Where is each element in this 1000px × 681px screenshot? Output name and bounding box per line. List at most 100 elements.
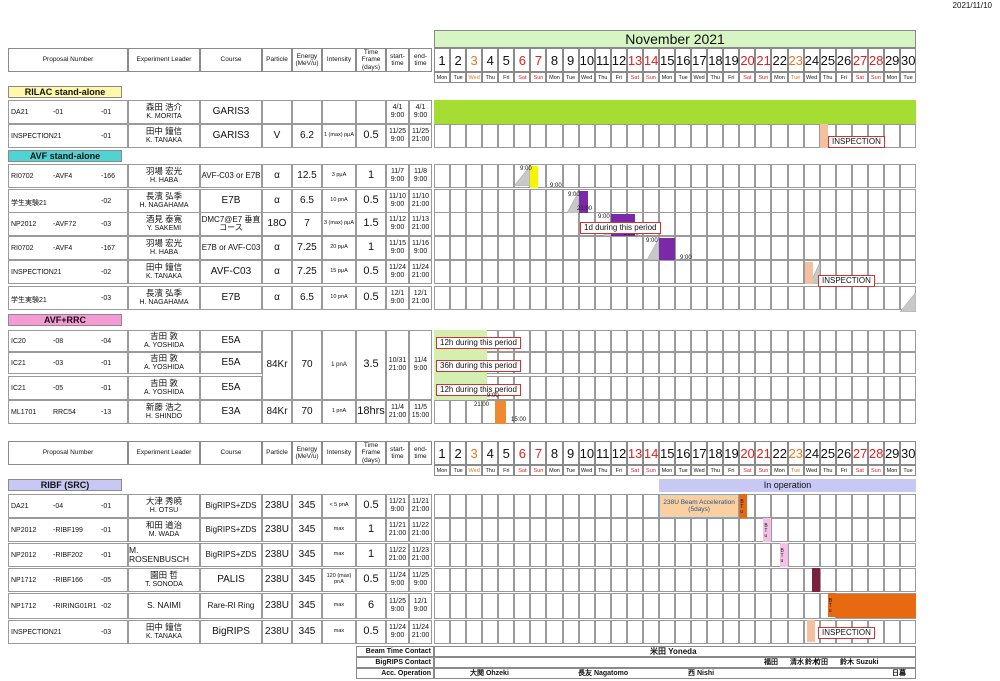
calendar-cell[interactable] <box>658 543 676 567</box>
calendar-cell[interactable] <box>723 236 740 260</box>
avf-bar-2[interactable] <box>578 191 589 213</box>
calendar-cell[interactable] <box>883 330 901 352</box>
ribf-bar-4[interactable] <box>827 593 836 617</box>
calendar-cell[interactable] <box>739 164 756 188</box>
calendar-cell[interactable] <box>578 236 595 260</box>
calendar-cell[interactable] <box>530 494 547 518</box>
calendar-cell[interactable] <box>482 189 499 213</box>
calendar-cell[interactable] <box>675 212 692 236</box>
calendar-cell[interactable] <box>562 568 579 592</box>
calendar-cell[interactable] <box>787 518 804 542</box>
calendar-cell[interactable] <box>434 400 451 424</box>
calendar-cell[interactable] <box>546 286 563 310</box>
calendar-cell[interactable] <box>514 568 531 592</box>
calendar-cell[interactable] <box>883 620 901 644</box>
calendar-cell[interactable] <box>610 236 627 260</box>
calendar-cell[interactable] <box>514 494 531 518</box>
calendar-cell[interactable] <box>466 124 483 148</box>
calendar-cell[interactable] <box>482 518 499 542</box>
calendar-cell[interactable] <box>803 189 820 213</box>
calendar-cell[interactable] <box>883 568 901 592</box>
calendar-cell[interactable] <box>723 400 740 424</box>
calendar-cell[interactable] <box>707 400 724 424</box>
calendar-cell[interactable] <box>787 286 804 310</box>
calendar-cell[interactable] <box>498 189 515 213</box>
calendar-cell[interactable] <box>482 543 499 567</box>
calendar-cell[interactable] <box>530 260 547 284</box>
calendar-cell[interactable] <box>707 286 724 310</box>
calendar-cell[interactable] <box>594 518 611 542</box>
calendar-cell[interactable] <box>787 124 804 148</box>
calendar-cell[interactable] <box>530 568 547 592</box>
calendar-cell[interactable] <box>787 376 804 400</box>
calendar-cell[interactable] <box>546 543 563 567</box>
calendar-cell[interactable] <box>803 330 820 352</box>
calendar-cell[interactable] <box>658 260 676 284</box>
calendar-cell[interactable] <box>819 212 836 236</box>
calendar-cell[interactable] <box>450 620 467 644</box>
calendar-cell[interactable] <box>434 568 451 592</box>
calendar-cell[interactable] <box>530 189 547 213</box>
calendar-cell[interactable] <box>691 518 708 542</box>
calendar-cell[interactable] <box>530 400 547 424</box>
calendar-cell[interactable] <box>642 376 659 400</box>
calendar-cell[interactable] <box>900 543 917 567</box>
calendar-cell[interactable] <box>739 330 756 352</box>
calendar-cell[interactable] <box>450 236 467 260</box>
calendar-cell[interactable] <box>900 376 917 400</box>
calendar-cell[interactable] <box>787 400 804 424</box>
calendar-cell[interactable] <box>707 236 724 260</box>
calendar-cell[interactable] <box>867 568 884 592</box>
calendar-cell[interactable] <box>819 568 836 592</box>
calendar-cell[interactable] <box>851 568 868 592</box>
calendar-cell[interactable] <box>466 189 483 213</box>
calendar-cell[interactable] <box>900 212 917 236</box>
calendar-cell[interactable] <box>707 568 724 592</box>
calendar-cell[interactable] <box>466 164 483 188</box>
calendar-cell[interactable] <box>562 543 579 567</box>
calendar-cell[interactable] <box>610 518 627 542</box>
calendar-cell[interactable] <box>434 494 451 518</box>
calendar-cell[interactable] <box>530 518 547 542</box>
calendar-cell[interactable] <box>787 330 804 352</box>
calendar-cell[interactable] <box>755 400 772 424</box>
calendar-cell[interactable] <box>867 189 884 213</box>
calendar-cell[interactable] <box>610 593 627 619</box>
calendar-cell[interactable] <box>675 236 692 260</box>
calendar-cell[interactable] <box>867 164 884 188</box>
calendar-cell[interactable] <box>851 400 868 424</box>
calendar-cell[interactable] <box>900 189 917 213</box>
calendar-cell[interactable] <box>755 164 772 188</box>
calendar-cell[interactable] <box>546 164 563 188</box>
calendar-cell[interactable] <box>691 212 708 236</box>
calendar-cell[interactable] <box>755 124 772 148</box>
calendar-cell[interactable] <box>771 518 788 542</box>
calendar-cell[interactable] <box>546 236 563 260</box>
calendar-cell[interactable] <box>707 330 724 352</box>
calendar-cell[interactable] <box>530 620 547 644</box>
calendar-cell[interactable] <box>450 164 467 188</box>
calendar-cell[interactable] <box>803 212 820 236</box>
calendar-cell[interactable] <box>546 518 563 542</box>
calendar-cell[interactable] <box>723 376 740 400</box>
calendar-cell[interactable] <box>450 189 467 213</box>
calendar-cell[interactable] <box>835 543 852 567</box>
calendar-cell[interactable] <box>819 494 836 518</box>
calendar-cell[interactable] <box>450 568 467 592</box>
calendar-cell[interactable] <box>610 330 627 352</box>
calendar-cell[interactable] <box>819 376 836 400</box>
proposal-number[interactable]: 学生実験21 -03 <box>8 286 128 310</box>
calendar-cell[interactable] <box>787 494 804 518</box>
calendar-cell[interactable] <box>594 543 611 567</box>
calendar-cell[interactable] <box>626 593 643 619</box>
calendar-cell[interactable] <box>546 330 563 352</box>
calendar-cell[interactable] <box>530 543 547 567</box>
calendar-cell[interactable] <box>739 189 756 213</box>
calendar-cell[interactable] <box>610 620 627 644</box>
calendar-cell[interactable] <box>434 164 451 188</box>
calendar-cell[interactable] <box>739 568 756 592</box>
calendar-cell[interactable] <box>851 286 868 310</box>
calendar-cell[interactable] <box>851 189 868 213</box>
calendar-cell[interactable] <box>883 164 901 188</box>
avf-inspection-bar[interactable] <box>805 262 814 284</box>
